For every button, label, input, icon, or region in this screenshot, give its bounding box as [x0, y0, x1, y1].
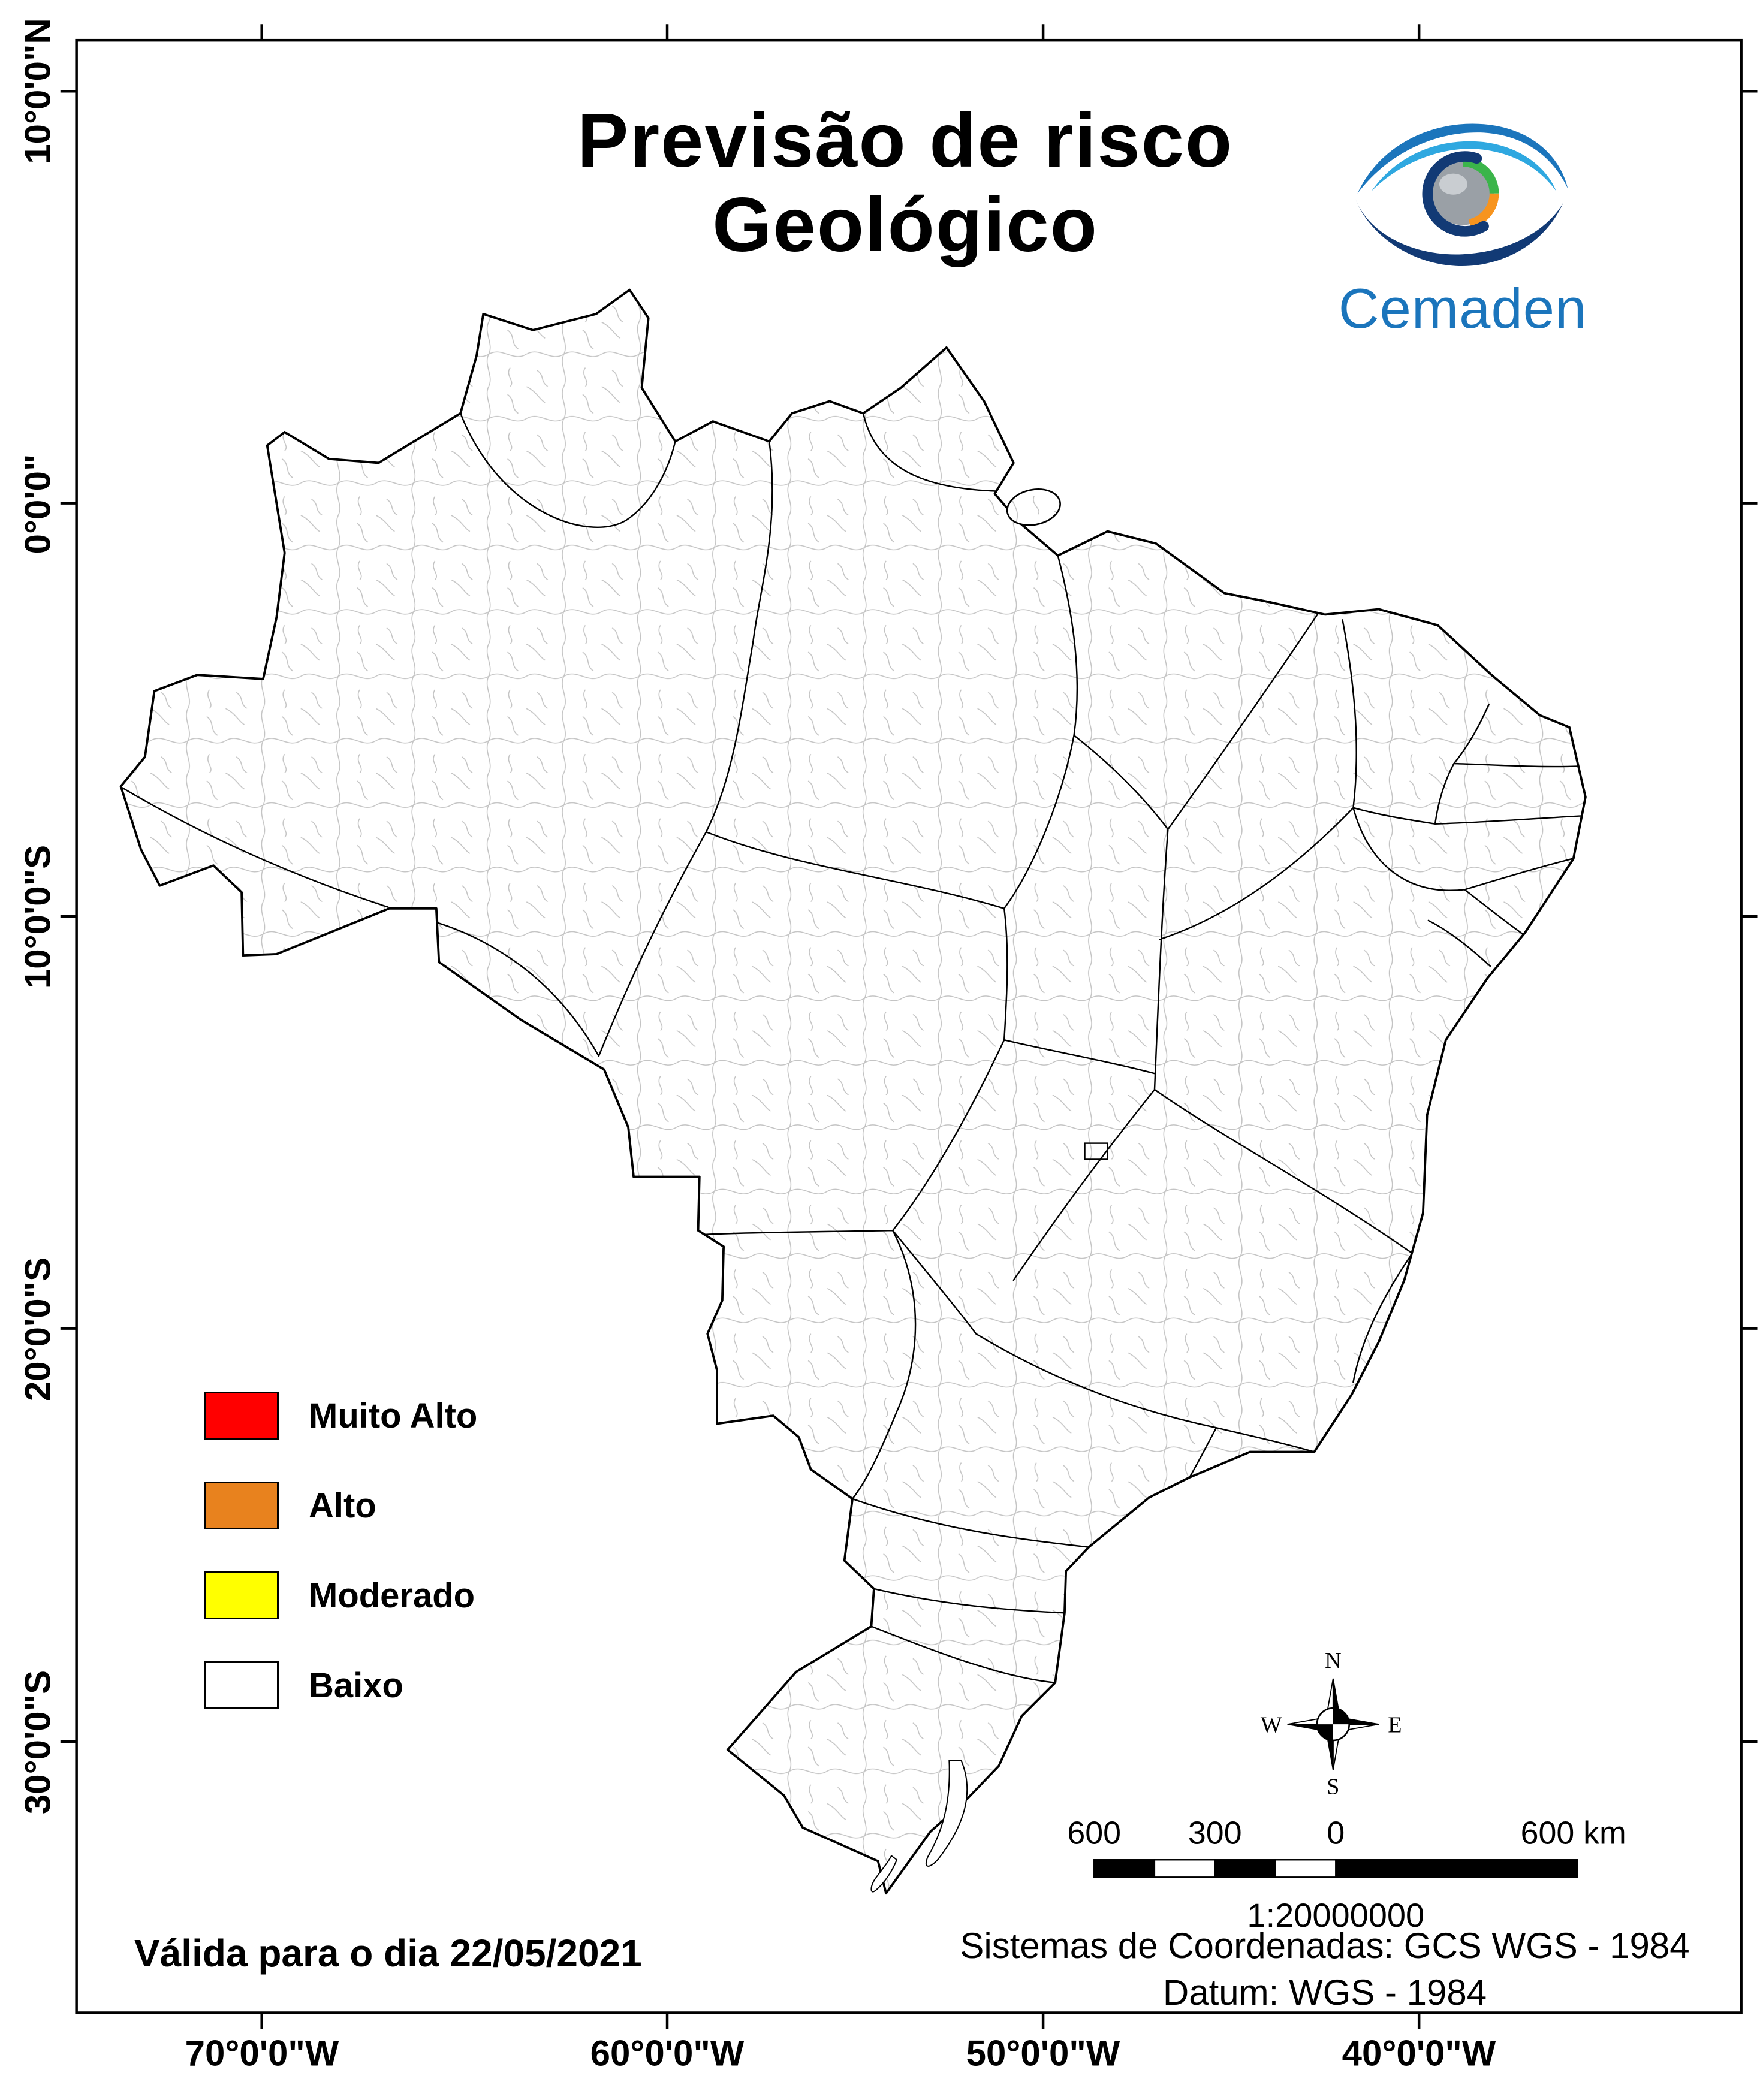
legend-swatch-muito-alto [204, 1392, 279, 1440]
compass-hub [1316, 1707, 1351, 1742]
coordinate-system-info: Sistemas de Coordenadas: GCS WGS - 1984 … [923, 1923, 1726, 2016]
legend-label-moderado: Moderado [309, 1576, 475, 1615]
legend-label-baixo: Baixo [309, 1665, 403, 1705]
coordinate-system-line2: Datum: WGS - 1984 [1162, 1972, 1487, 2012]
cemaden-wordmark: Cemaden [1338, 277, 1587, 340]
lon-label-60w: 60°0'0"W [590, 2033, 745, 2074]
legend-swatch-moderado [204, 1571, 279, 1619]
lon-label-40w: 40°0'0"W [1342, 2033, 1496, 2074]
state-borders [121, 412, 1584, 1683]
scale-label-300: 300 [1188, 1815, 1242, 1851]
distrito-federal-boundary [1084, 1142, 1108, 1160]
legend-swatch-baixo [204, 1661, 279, 1709]
lat-label-10s: 10°0'0"S [17, 844, 58, 989]
lon-label-50w: 50°0'0"W [966, 2033, 1120, 2074]
country-fill-municipality-texture [120, 289, 1586, 1894]
brazil-country [119, 288, 1587, 1895]
scale-bar-segments [1093, 1859, 1578, 1878]
valid-date-text: Válida para o dia 22/05/2021 [134, 1932, 642, 1975]
risk-legend: Muito Alto Alto Moderado Baixo [204, 1392, 477, 1751]
scale-bar: 600 300 0 600 km 1:20000000 [1067, 1815, 1626, 1934]
legend-swatch-alto [204, 1482, 279, 1529]
legend-label-muito-alto: Muito Alto [309, 1396, 478, 1435]
compass-e-label: E [1388, 1713, 1402, 1738]
lat-label-10n: 10°0'0"N [17, 18, 58, 164]
marajo-island [1006, 488, 1061, 526]
lon-label-70w: 70°0'0"W [185, 2033, 339, 2074]
cemaden-eye-icon [1355, 123, 1568, 266]
lat-label-30s: 30°0'0"S [17, 1670, 58, 1815]
compass-s-label: S [1327, 1775, 1339, 1800]
lagoa-dos-patos [925, 1760, 968, 1867]
coordinate-system-line1: Sistemas de Coordenadas: GCS WGS - 1984 [960, 1926, 1690, 1966]
lagoa-mirim [870, 1854, 898, 1893]
compass-w-label: W [1261, 1713, 1282, 1738]
cemaden-logo: Cemaden [1316, 105, 1610, 341]
legend-item-muito-alto: Muito Alto [204, 1392, 477, 1440]
frame-ticks [60, 24, 1758, 2029]
legend-item-alto: Alto [204, 1482, 477, 1529]
scale-ratio: 1:20000000 [1247, 1896, 1424, 1934]
page-title-line1: Previsão de risco [577, 98, 1234, 183]
lat-label-20s: 20°0'0"S [17, 1257, 58, 1402]
map-frame [60, 24, 1758, 2029]
scale-label-600-left: 600 [1067, 1815, 1121, 1851]
scale-label-0: 0 [1327, 1815, 1345, 1851]
page-title: Previsão de risco Geológico [516, 98, 1295, 268]
legend-label-alto: Alto [309, 1486, 376, 1525]
scale-label-600km: 600 km [1521, 1815, 1626, 1851]
page-title-line2: Geológico [712, 182, 1098, 268]
lat-label-0: 0°0'0" [17, 454, 58, 554]
compass-rose: N S E W [1261, 1648, 1402, 1799]
compass-n-label: N [1325, 1648, 1341, 1673]
legend-item-baixo: Baixo [204, 1661, 477, 1709]
legend-item-moderado: Moderado [204, 1571, 477, 1619]
